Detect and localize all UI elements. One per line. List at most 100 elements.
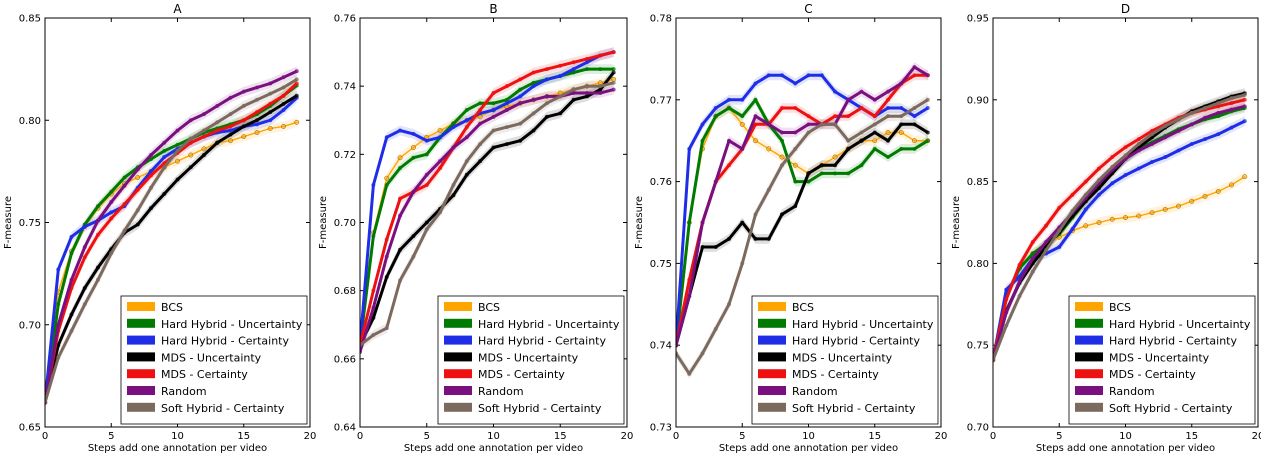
data-point-hard-hybrid-certainty (411, 131, 416, 136)
data-point-hard-hybrid-uncertainty (833, 171, 837, 176)
data-point-hard-hybrid-certainty (518, 94, 523, 99)
data-point-bcs (1149, 210, 1155, 216)
data-point-mds-certainty (478, 108, 483, 113)
legend-label: Hard Hybrid - Uncertainty (792, 318, 934, 331)
data-point-soft-hybrid-certainty (544, 101, 549, 106)
data-point-soft-hybrid-certainty (1136, 141, 1141, 146)
data-point-hard-hybrid-uncertainty (727, 105, 731, 110)
data-point-soft-hybrid-certainty (109, 251, 114, 256)
data-point-hard-hybrid-certainty (1203, 137, 1207, 142)
chart-panel-c: C F-measure Steps add one annotation per v… (634, 2, 947, 454)
series-line-random (45, 69, 298, 403)
data-point-mds-uncertainty (531, 128, 536, 133)
x-tick-label: 10 (487, 431, 500, 442)
data-point-bcs (1215, 188, 1221, 194)
data-point-bcs (792, 162, 798, 168)
data-point-mds-uncertainty (518, 138, 523, 143)
data-point-mds-uncertainty (584, 94, 589, 99)
data-point-soft-hybrid-certainty (1203, 105, 1207, 110)
data-point-random (56, 322, 61, 327)
data-point-random (215, 103, 220, 108)
data-point-bcs (1109, 216, 1115, 222)
data-point-soft-hybrid-certainty (598, 84, 603, 89)
data-point-bcs (766, 146, 772, 152)
data-point-random (1242, 104, 1247, 109)
data-point-soft-hybrid-certainty (846, 138, 851, 143)
legend-swatch (444, 352, 472, 362)
y-tick-label: 0.70 (334, 218, 356, 229)
data-point-mds-uncertainty (162, 191, 167, 196)
data-point-soft-hybrid-certainty (175, 148, 180, 153)
chart-title: C (804, 2, 812, 16)
legend-swatch (758, 386, 786, 395)
data-point-hard-hybrid-uncertainty (504, 97, 509, 102)
data-point-mds-certainty (228, 124, 233, 129)
data-point-mds-uncertainty (96, 265, 100, 270)
data-point-bcs (175, 158, 180, 164)
legend-swatch (127, 335, 155, 345)
data-point-mds-certainty (531, 70, 536, 75)
data-point-hard-hybrid-certainty (1163, 155, 1168, 160)
y-tick-label: 0.76 (650, 177, 672, 188)
legend-swatch (444, 386, 472, 395)
data-point-soft-hybrid-certainty (793, 146, 798, 151)
data-point-random (1163, 135, 1168, 140)
data-point-random (424, 172, 429, 177)
data-point-mds-uncertainty (188, 165, 193, 170)
x-tick-label: 20 (935, 431, 948, 442)
data-point-bcs (898, 130, 904, 135)
data-point-mds-certainty (491, 90, 496, 95)
data-point-mds-certainty (1004, 297, 1009, 302)
data-point-mds-uncertainty (82, 285, 87, 290)
y-tick-label: 0.90 (967, 95, 989, 106)
y-tick-label: 0.65 (19, 423, 41, 434)
data-point-random (1017, 279, 1022, 284)
data-point-hard-hybrid-uncertainty (753, 97, 758, 102)
data-point-hard-hybrid-certainty (1189, 141, 1194, 146)
legend-label: Random (161, 385, 207, 398)
data-point-hard-hybrid-certainty (424, 138, 429, 143)
data-point-hard-hybrid-certainty (451, 125, 456, 130)
series-line-soft-hybrid-certainty (993, 93, 1246, 361)
data-point-mds-certainty (215, 128, 220, 133)
data-point-hard-hybrid-uncertainty (411, 155, 416, 160)
data-point-soft-hybrid-certainty (255, 97, 259, 102)
data-point-soft-hybrid-certainty (925, 97, 930, 102)
data-point-mds-certainty (780, 105, 784, 110)
data-point-mds-certainty (846, 114, 851, 119)
data-point-mds-uncertainty (215, 140, 220, 145)
data-point-random (1136, 148, 1141, 153)
x-tick-label: 10 (1119, 431, 1132, 442)
data-point-mds-certainty (371, 288, 376, 293)
data-point-hard-hybrid-uncertainty (56, 302, 61, 307)
x-axis-label: Steps add one annotation per video (404, 443, 583, 454)
data-point-hard-hybrid-uncertainty (491, 101, 496, 106)
data-point-mds-certainty (584, 56, 589, 61)
data-point-hard-hybrid-certainty (228, 128, 233, 133)
data-point-hard-hybrid-uncertainty (464, 108, 469, 113)
legend-swatch (758, 318, 786, 328)
data-point-mds-uncertainty (424, 220, 429, 225)
data-point-mds-certainty (281, 93, 286, 98)
data-point-hard-hybrid-uncertainty (806, 179, 811, 184)
legend-label: Hard Hybrid - Uncertainty (161, 318, 303, 331)
legend-swatch (1075, 369, 1103, 379)
data-point-bcs (832, 154, 838, 160)
x-tick-label: 20 (304, 431, 317, 442)
data-point-hard-hybrid-uncertainty (859, 163, 864, 168)
data-point-hard-hybrid-certainty (700, 122, 705, 127)
data-point-soft-hybrid-certainty (740, 261, 745, 266)
y-tick-label: 0.70 (967, 423, 989, 434)
data-point-mds-certainty (859, 105, 864, 110)
data-point-hard-hybrid-certainty (571, 67, 576, 72)
data-point-hard-hybrid-certainty (268, 118, 273, 123)
data-point-hard-hybrid-certainty (793, 81, 798, 86)
data-point-soft-hybrid-certainty (859, 130, 864, 135)
y-axis-label: F-measure (951, 196, 962, 249)
data-point-mds-uncertainty (793, 204, 798, 209)
plot-frame (44, 17, 311, 428)
data-point-mds-certainty (1110, 155, 1115, 160)
data-point-soft-hybrid-certainty (1017, 294, 1022, 299)
data-point-hard-hybrid-certainty (1136, 166, 1141, 171)
data-point-random (753, 114, 758, 119)
